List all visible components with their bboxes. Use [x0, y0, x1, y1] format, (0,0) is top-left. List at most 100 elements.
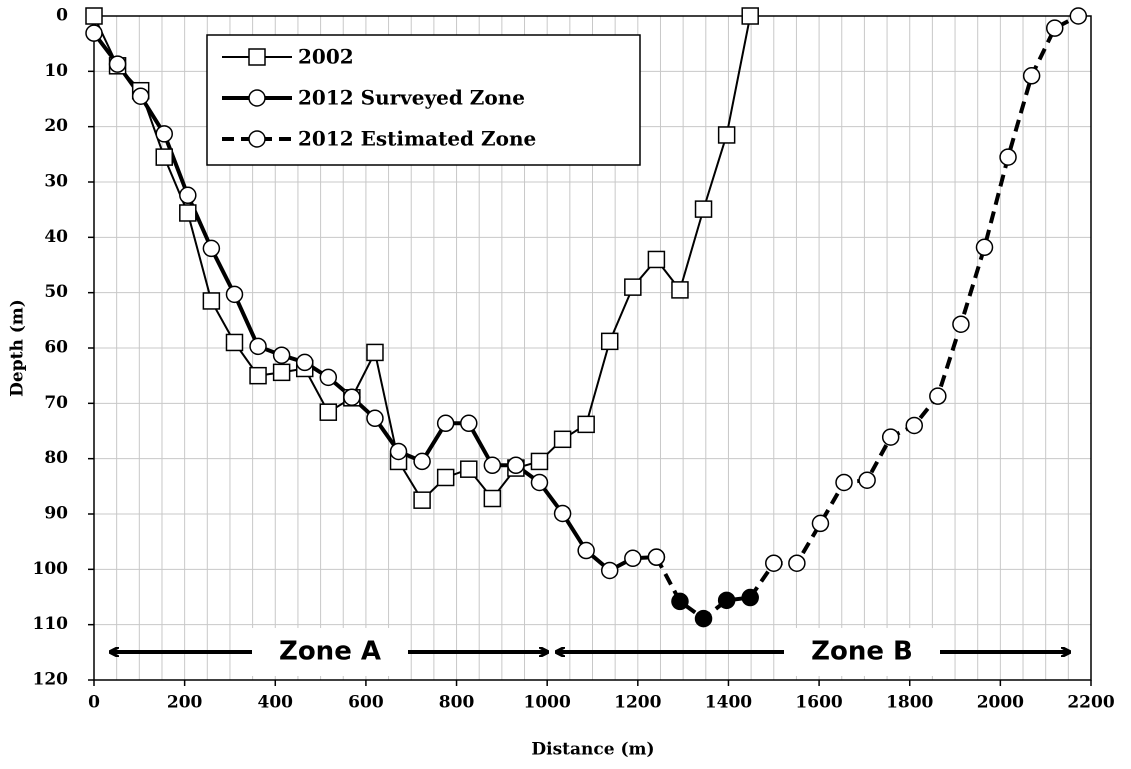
zone-label-box: [252, 628, 408, 676]
point: [108, 55, 127, 73]
point: [436, 468, 455, 487]
point: [225, 285, 244, 304]
point: [155, 125, 173, 143]
x-tick-label: 1600: [795, 693, 842, 713]
y-tick-label: 40: [44, 227, 68, 247]
point: [717, 591, 736, 610]
x-tick-label: 800: [439, 693, 475, 713]
x-tick-label: 0: [88, 693, 100, 713]
y-axis-label: Depth (m): [8, 299, 28, 397]
point: [624, 549, 642, 568]
point: [483, 456, 502, 475]
point: [413, 491, 431, 509]
point: [600, 332, 619, 351]
point: [694, 609, 713, 628]
point: [343, 388, 361, 406]
point: [319, 368, 338, 387]
point: [1045, 19, 1064, 37]
point: [881, 428, 900, 446]
point: [835, 473, 853, 492]
point: [1022, 67, 1041, 85]
point: [85, 7, 103, 25]
point: [811, 514, 830, 533]
x-tick-label: 1400: [705, 693, 752, 713]
point: [319, 403, 338, 421]
point: [249, 366, 267, 385]
point: [507, 456, 525, 475]
y-tick-label: 50: [44, 282, 68, 302]
point: [952, 315, 970, 333]
point: [975, 238, 994, 257]
point: [530, 473, 549, 492]
legend-marker: [248, 89, 266, 107]
point: [905, 416, 924, 435]
point: [202, 239, 221, 258]
point: [741, 588, 759, 607]
point: [647, 250, 666, 269]
point: [366, 409, 384, 428]
point: [436, 414, 455, 433]
zone-label: Zone B: [811, 637, 913, 667]
point: [85, 24, 103, 42]
point: [717, 126, 736, 144]
x-tick-label: 1800: [886, 693, 933, 713]
point: [694, 200, 713, 218]
point: [553, 430, 572, 449]
x-tick-label: 600: [348, 693, 384, 713]
point: [671, 592, 689, 611]
y-tick-label: 60: [44, 338, 68, 358]
legend-marker: [248, 48, 266, 66]
point: [272, 346, 291, 364]
y-tick-label: 30: [44, 172, 68, 192]
point: [671, 281, 689, 299]
x-tick-label: 400: [258, 693, 294, 713]
point: [765, 554, 783, 572]
point: [202, 292, 221, 310]
point: [929, 387, 947, 405]
x-tick-label: 2000: [977, 693, 1024, 713]
point: [272, 363, 291, 382]
point: [131, 87, 150, 105]
point: [460, 414, 478, 433]
point: [483, 489, 502, 508]
point: [788, 554, 806, 572]
point: [366, 343, 384, 362]
x-tick-label: 200: [167, 693, 203, 713]
point: [249, 337, 267, 356]
series-line: [654, 14, 1080, 622]
y-tick-label: 80: [44, 448, 68, 468]
point: [295, 353, 314, 372]
point: [179, 186, 197, 205]
legend-label: 2012 Surveyed Zone: [298, 86, 525, 110]
x-tick-label: 1200: [614, 693, 661, 713]
legend-label: 2012 Estimated Zone: [298, 127, 536, 151]
zone-label: Zone A: [279, 637, 381, 667]
point: [741, 7, 759, 25]
y-tick-label: 70: [44, 393, 68, 413]
legend-marker: [248, 130, 266, 148]
point: [1069, 7, 1088, 25]
x-axis-label: Distance (m): [531, 740, 654, 760]
point: [553, 504, 572, 523]
point: [577, 541, 595, 560]
point: [858, 471, 876, 489]
x-tick-label: 1000: [524, 693, 571, 713]
plot-frame: [93, 15, 1092, 681]
point: [530, 452, 549, 471]
point: [179, 204, 197, 222]
y-tick-label: 120: [33, 670, 69, 690]
y-tick-label: 90: [44, 504, 68, 524]
y-tick-label: 110: [33, 614, 69, 634]
y-tick-label: 0: [56, 6, 68, 26]
point: [600, 561, 619, 580]
point: [577, 415, 595, 434]
legend-label: 2002: [298, 45, 354, 69]
point: [624, 278, 642, 296]
point: [389, 442, 408, 461]
point: [647, 548, 666, 566]
point: [999, 148, 1017, 166]
point: [460, 460, 478, 478]
point: [225, 333, 244, 352]
y-tick-label: 20: [44, 116, 68, 136]
